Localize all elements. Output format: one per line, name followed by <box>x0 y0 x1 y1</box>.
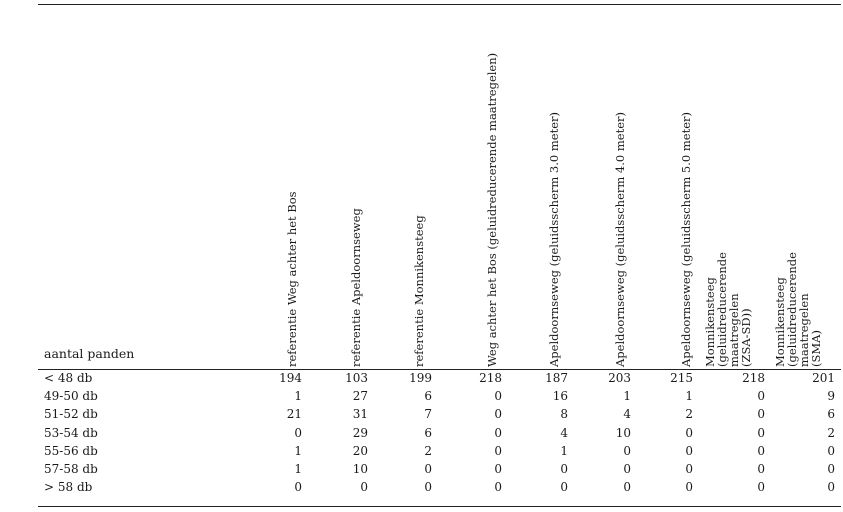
table-cell: 0 <box>494 480 502 495</box>
table-cell: 4 <box>623 407 631 422</box>
table-cell: 199 <box>409 371 432 385</box>
table-cell: 1 <box>294 389 302 404</box>
table-cell: 2 <box>827 425 835 440</box>
row-label: 57-58 db <box>44 462 98 476</box>
table-cell: 31 <box>352 407 368 422</box>
table-cell: 1 <box>685 389 693 404</box>
table-cell: 0 <box>494 462 502 476</box>
table-cell: 0 <box>827 443 835 458</box>
table-cell: 215 <box>670 371 693 385</box>
table-cell: 0 <box>623 480 631 495</box>
table-cell: 0 <box>685 462 693 476</box>
column-header: referentie Apeldoornseweg <box>349 208 363 367</box>
header-rule <box>38 369 841 370</box>
table-cell: 10 <box>352 462 368 476</box>
column-header: referentie Weg achter het Bos <box>285 191 299 367</box>
row-label: 51-52 db <box>44 407 98 422</box>
column-header-line: Monnikensteeg (geluidreducerende maatreg… <box>773 252 811 367</box>
table-cell: 1 <box>623 389 631 404</box>
table-cell: 0 <box>360 480 368 495</box>
table-cell: 0 <box>294 425 302 440</box>
table-cell: 0 <box>757 443 765 458</box>
bottom-rule <box>38 506 841 507</box>
table-cell: 0 <box>685 443 693 458</box>
table-cell: 103 <box>345 371 368 385</box>
table-cell: 2 <box>685 407 693 422</box>
column-header: Monnikensteeg (geluidreducerende maatreg… <box>703 241 753 367</box>
table-cell: 6 <box>827 407 835 422</box>
column-header: Apeldoornseweg (geluidsscherm 3.0 meter) <box>547 112 561 367</box>
table-cell: 187 <box>545 371 568 385</box>
table-cell: 10 <box>615 425 631 440</box>
column-header: Monnikensteeg (geluidreducerende maatreg… <box>773 252 823 367</box>
table-cell: 7 <box>424 407 432 422</box>
table-cell: 0 <box>294 480 302 495</box>
table-cell: 218 <box>742 371 765 385</box>
table-cell: 8 <box>560 407 568 422</box>
table-cell: 1 <box>294 462 302 476</box>
table-cell: 203 <box>608 371 631 385</box>
table-cell: 0 <box>685 425 693 440</box>
table-cell: 0 <box>424 480 432 495</box>
column-header: referentie Monnikensteeg <box>412 215 426 367</box>
corner-label: aantal panden <box>44 346 135 361</box>
table-cell: 218 <box>479 371 502 385</box>
table-cell: 21 <box>286 407 302 422</box>
table-cell: 27 <box>352 389 368 404</box>
table-cell: 0 <box>757 462 765 476</box>
table-cell: 0 <box>623 462 631 476</box>
table-cell: 0 <box>424 462 432 476</box>
table-cell: 0 <box>494 425 502 440</box>
table-cell: 1 <box>560 443 568 458</box>
row-label: 49-50 db <box>44 389 98 404</box>
table-cell: 6 <box>424 425 432 440</box>
table-cell: 0 <box>757 480 765 495</box>
column-header: Apeldoornseweg (geluidsscherm 4.0 meter) <box>613 112 627 367</box>
table-cell: 9 <box>827 389 835 404</box>
table-cell: 0 <box>494 407 502 422</box>
table-cell: 6 <box>424 389 432 404</box>
row-label: < 48 db <box>44 371 93 385</box>
column-header: Apeldoornseweg (geluidsscherm 5.0 meter) <box>679 112 693 367</box>
top-rule <box>38 4 841 5</box>
table-cell: 0 <box>827 480 835 495</box>
table-cell: 194 <box>279 371 302 385</box>
row-label: 55-56 db <box>44 443 98 458</box>
table-cell: 16 <box>552 389 568 404</box>
table-cell: 0 <box>494 389 502 404</box>
table-cell: 0 <box>623 443 631 458</box>
data-table: aantal panden referentie Weg achter het … <box>38 0 841 512</box>
column-header-line: Monnikensteeg (geluidreducerende maatreg… <box>703 252 741 367</box>
table-cell: 2 <box>424 443 432 458</box>
table-cell: 1 <box>294 443 302 458</box>
table-cell: 0 <box>757 389 765 404</box>
table-cell: 20 <box>352 443 368 458</box>
table-cell: 0 <box>560 480 568 495</box>
table-cell: 0 <box>757 425 765 440</box>
table-cell: 0 <box>685 480 693 495</box>
column-header-line: (ZSA-SD)) <box>739 308 753 367</box>
row-label: > 58 db <box>44 480 93 495</box>
table-cell: 0 <box>827 462 835 476</box>
row-label: 53-54 db <box>44 425 98 440</box>
column-header: Weg achter het Bos (geluidreducerende ma… <box>485 52 499 367</box>
table-cell: 0 <box>757 407 765 422</box>
table-cell: 29 <box>352 425 368 440</box>
column-header-line: (SMA) <box>809 330 823 367</box>
table-cell: 0 <box>494 443 502 458</box>
table-cell: 0 <box>560 462 568 476</box>
table-cell: 201 <box>812 371 835 385</box>
table-cell: 4 <box>560 425 568 440</box>
